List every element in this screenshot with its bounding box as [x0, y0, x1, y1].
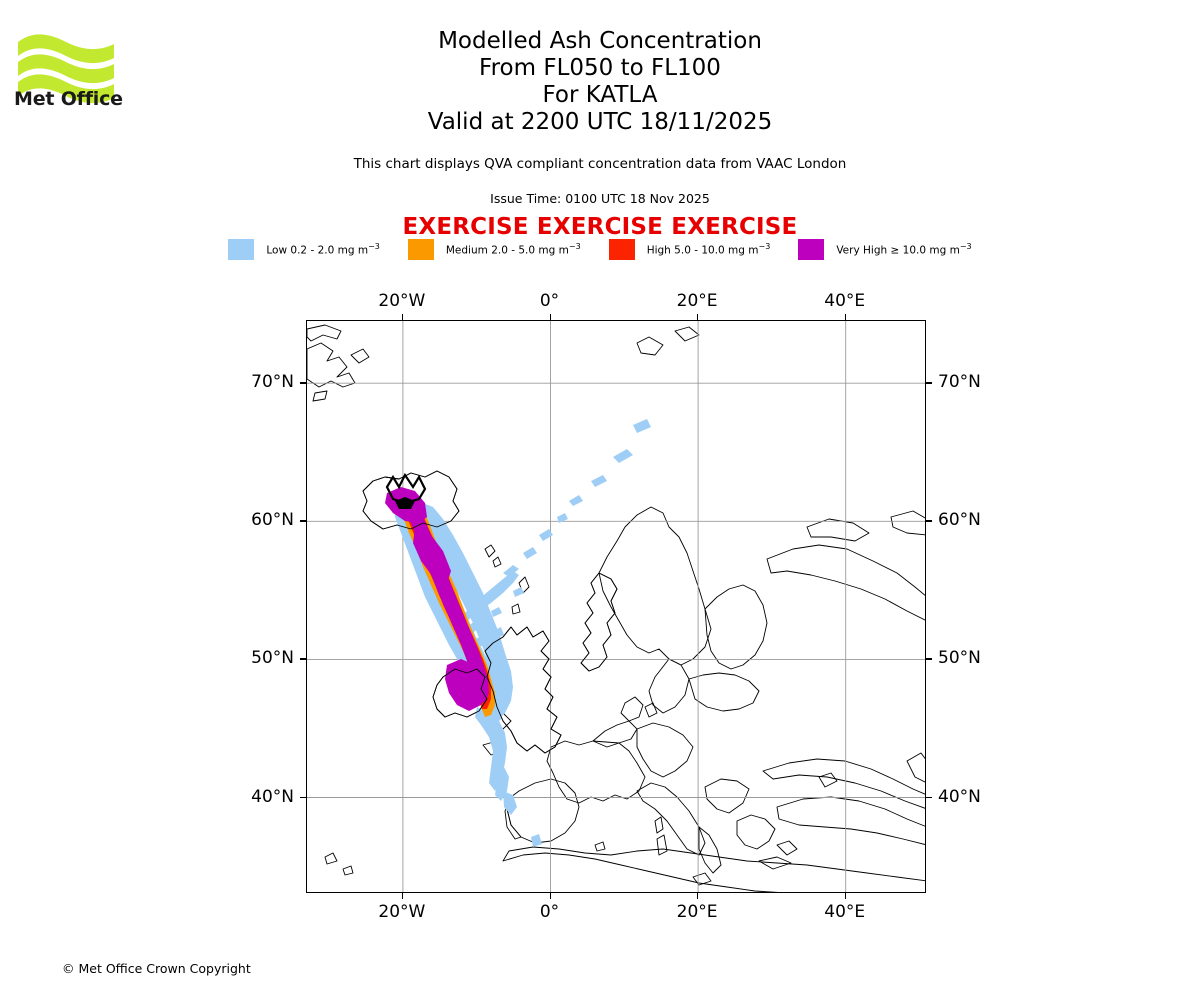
axis-label-lat-60n-left: 60°N [251, 510, 294, 531]
map-plot-area [306, 320, 926, 893]
tick-lat-40n-right [926, 796, 932, 798]
legend-swatch-high [608, 239, 635, 260]
volcano-source-marker [385, 472, 427, 509]
axis-label-lon-20e-bottom: 20°E [676, 902, 718, 922]
axis-label-lon-20e-top: 20°E [676, 291, 718, 311]
axis-label-lon-0-top: 0° [539, 291, 560, 311]
tick-lon-0-top [549, 314, 551, 320]
coastline-overlay [362, 470, 618, 754]
coastline-layer [307, 324, 925, 892]
ash-concentration-map: 20°W 0° 20°E 40°E 20°W 0° 20°E 40°E 70°N… [251, 291, 981, 922]
tick-lat-50n-left [300, 658, 306, 660]
axis-label-lat-60n-right: 60°N [938, 510, 981, 531]
axis-label-lon-20w-top: 20°W [378, 291, 426, 311]
legend-label-high: High 5.0 - 10.0 mg m−3 [646, 242, 771, 257]
axis-label-lon-20w-bottom: 20°W [378, 902, 426, 922]
legend-item-medium: Medium 2.0 - 5.0 mg m−3 [407, 239, 581, 260]
legend-item-very-high: Very High ≥ 10.0 mg m−3 [798, 239, 972, 260]
axis-label-lon-40e-bottom: 40°E [824, 902, 866, 922]
tick-lon-20w-top [401, 314, 404, 320]
tick-lon-20e-top [697, 314, 699, 320]
legend-item-high: High 5.0 - 10.0 mg m−3 [608, 239, 771, 260]
axis-label-lat-50n-left: 50°N [251, 648, 294, 669]
exercise-banner: EXERCISE EXERCISE EXERCISE [402, 214, 798, 240]
tick-lat-70n-right [926, 382, 932, 384]
tick-lon-40e-bottom [844, 893, 847, 899]
title-line-2: From FL050 to FL100 [479, 55, 721, 81]
axis-label-lat-40n-left: 40°N [251, 786, 294, 807]
legend-label-very-high: Very High ≥ 10.0 mg m−3 [836, 242, 972, 257]
tick-lat-60n-left [300, 520, 306, 522]
tick-lon-20e-bottom [697, 893, 699, 899]
legend-label-low: Low 0.2 - 2.0 mg m−3 [266, 242, 380, 257]
met-office-logo [16, 28, 126, 113]
title-line-4: Valid at 2200 UTC 18/11/2025 [427, 109, 773, 135]
tick-lat-50n-right [926, 658, 932, 660]
axis-label-lat-70n-right: 70°N [938, 372, 981, 393]
ash-plume-very-high-band [385, 487, 489, 711]
concentration-legend: Low 0.2 - 2.0 mg m−3 Medium 2.0 - 5.0 mg… [0, 239, 1200, 260]
axis-label-lon-40e-top: 40°E [824, 291, 866, 311]
copyright-text: © Met Office Crown Copyright [62, 961, 251, 976]
met-office-wordmark: Met Office [14, 88, 123, 110]
legend-swatch-low [228, 239, 255, 260]
tick-lon-40e-top [844, 314, 847, 320]
axis-label-lat-70n-left: 70°N [251, 372, 294, 393]
legend-swatch-medium [407, 239, 434, 260]
axis-label-lat-40n-right: 40°N [938, 786, 981, 807]
graticule-layer [307, 321, 925, 892]
title-line-1: Modelled Ash Concentration [438, 28, 762, 54]
met-office-wave-mark [18, 34, 114, 104]
issue-time-text: Issue Time: 0100 UTC 18 Nov 2025 [490, 191, 710, 206]
tick-lat-70n-left [300, 382, 306, 384]
tick-lon-0-bottom [549, 893, 551, 899]
title-line-3: For KATLA [542, 82, 658, 108]
legend-swatch-very-high [798, 239, 825, 260]
tick-lon-20w-bottom [401, 893, 404, 899]
legend-label-medium: Medium 2.0 - 5.0 mg m−3 [445, 242, 581, 257]
ash-plume-low-band [393, 419, 651, 847]
map-canvas [307, 321, 925, 892]
tick-lat-60n-right [926, 520, 932, 522]
axis-label-lon-0-bottom: 0° [539, 902, 560, 922]
axis-label-lat-50n-right: 50°N [938, 648, 981, 669]
chart-subtitle: This chart displays QVA compliant concen… [353, 156, 847, 172]
legend-item-low: Low 0.2 - 2.0 mg m−3 [228, 239, 380, 260]
page-title: Modelled Ash Concentration From FL050 to… [0, 28, 1200, 136]
tick-lat-40n-left [300, 796, 306, 798]
